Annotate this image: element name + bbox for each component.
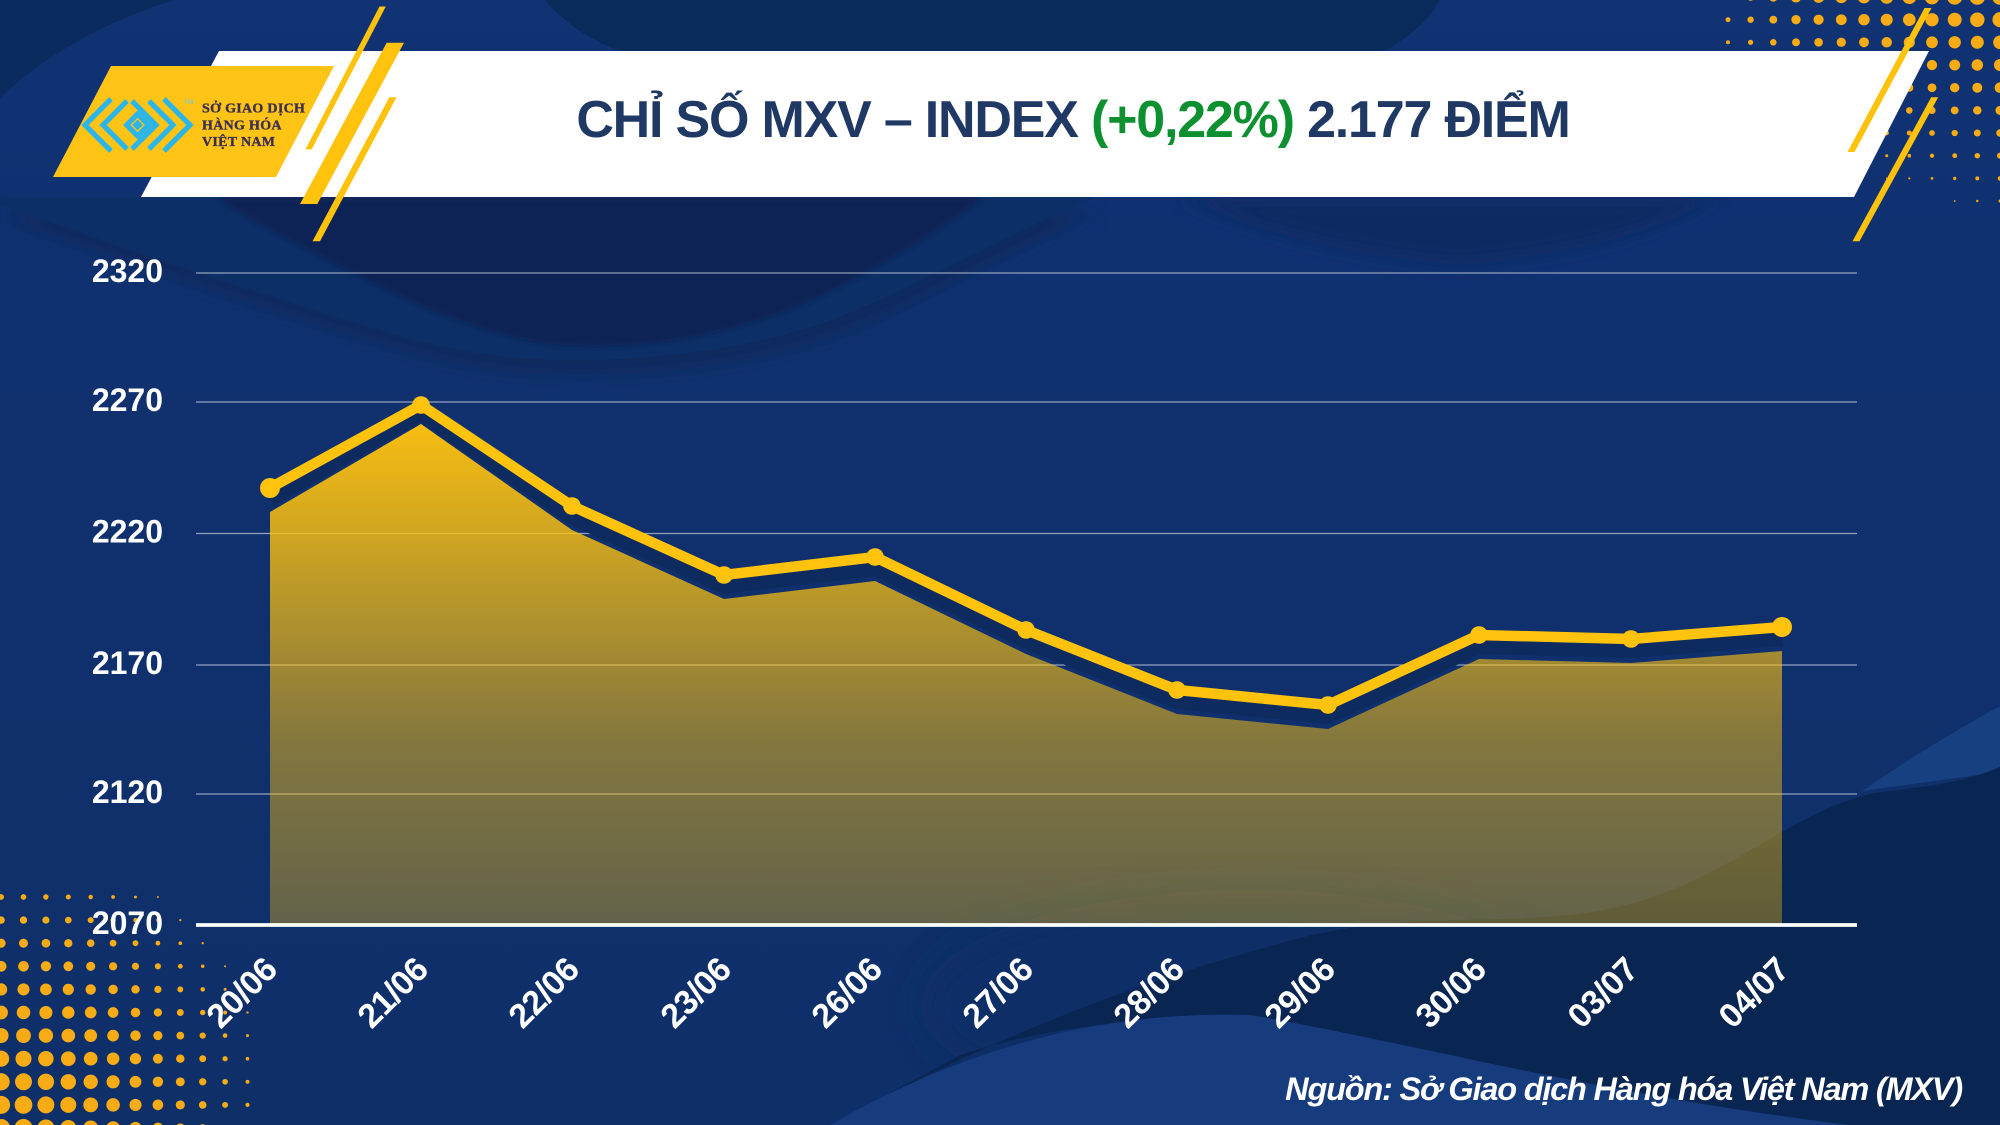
svg-text:HÀNG HÓA: HÀNG HÓA	[202, 116, 282, 133]
svg-text:2270: 2270	[92, 382, 163, 418]
svg-text:2120: 2120	[92, 774, 163, 810]
svg-text:2070: 2070	[92, 905, 163, 941]
svg-text:CHỈ SỐ MXV – INDEX (+0,22%) 2.: CHỈ SỐ MXV – INDEX (+0,22%) 2.177 ĐIỂM	[576, 90, 1569, 149]
svg-text:SỞ GIAO DỊCH: SỞ GIAO DỊCH	[202, 100, 305, 117]
svg-text:2170: 2170	[92, 645, 163, 681]
svg-text:TM: TM	[184, 99, 193, 106]
svg-text:2220: 2220	[92, 514, 163, 550]
svg-text:Nguồn: Sở Giao dịch Hàng hóa V: Nguồn: Sở Giao dịch Hàng hóa Việt Nam (M…	[1285, 1071, 1962, 1107]
svg-text:2320: 2320	[92, 253, 163, 289]
svg-text:VIỆT NAM: VIỆT NAM	[202, 133, 275, 150]
